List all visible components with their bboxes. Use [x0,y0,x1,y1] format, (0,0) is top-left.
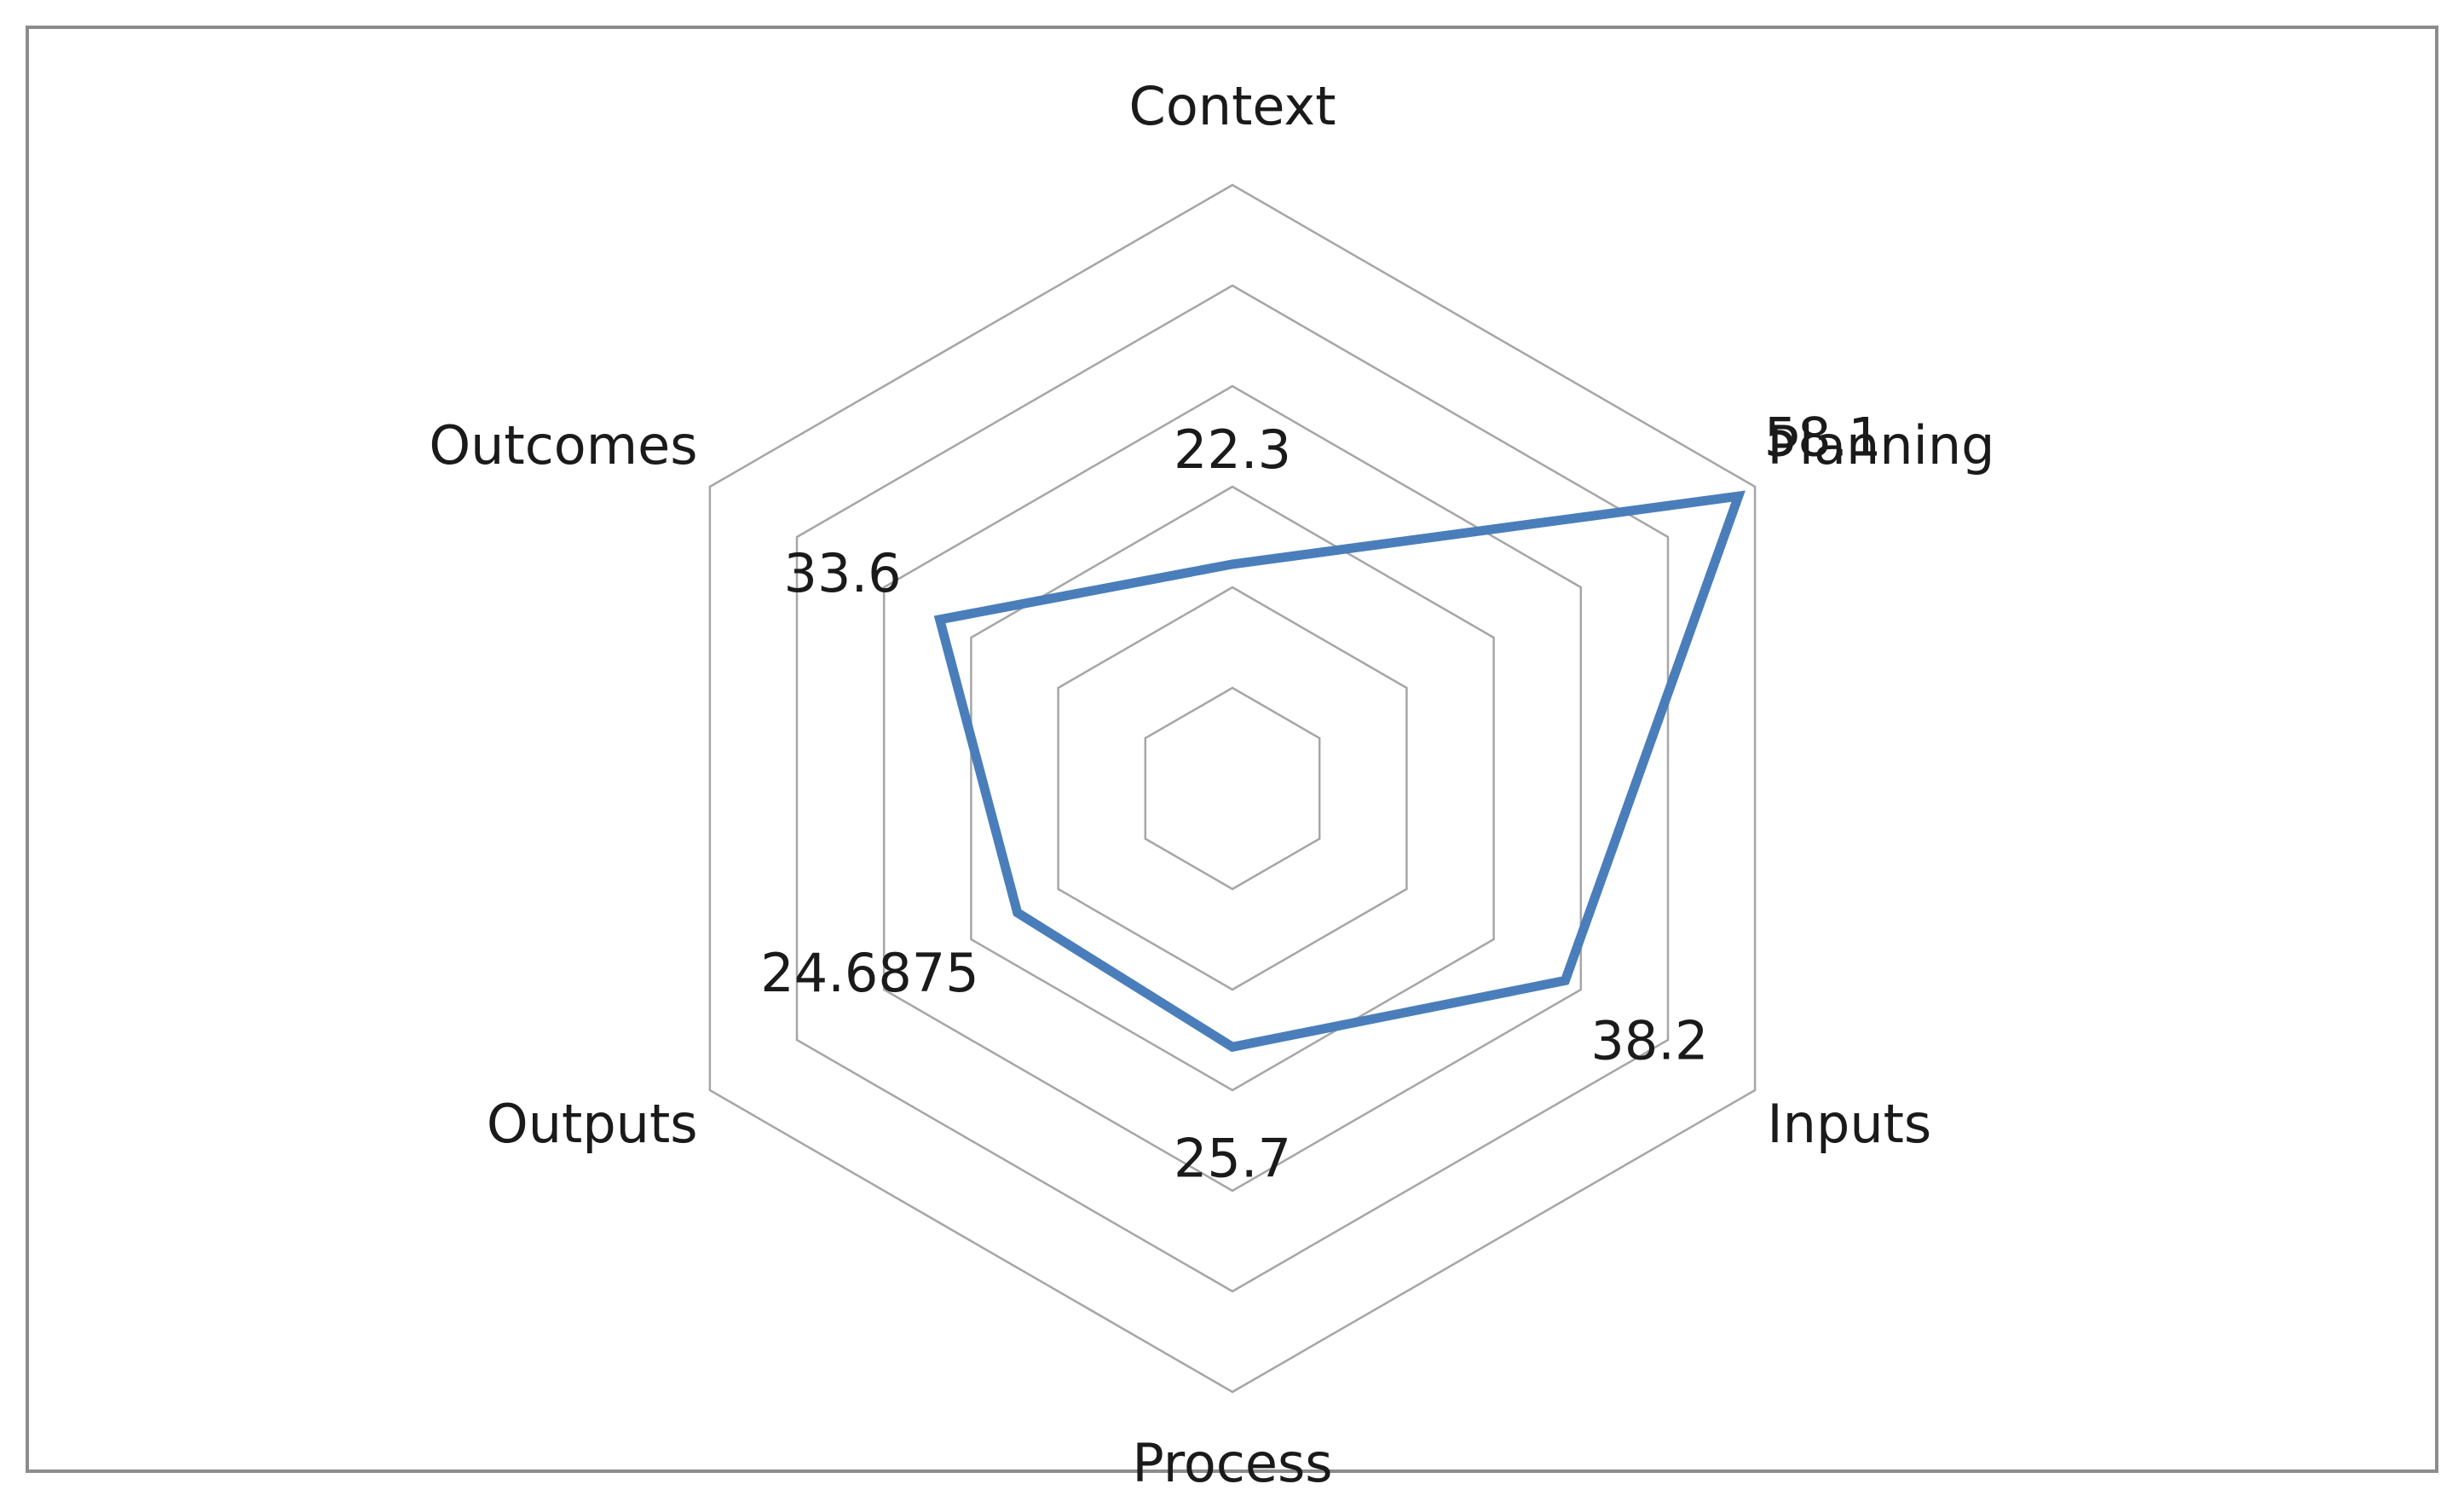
data-label-inputs: 38.2 [1590,1009,1708,1071]
series-layer [933,490,1746,1053]
data-label-planning: 58.1 [1764,406,1882,468]
grid-rings [708,183,1757,1394]
category-label-outputs: Outputs [487,1093,698,1155]
data-label-context: 22.3 [1174,419,1291,481]
category-label-context: Context [1129,75,1336,137]
grid-ring-50 [795,284,1670,1293]
category-label-process: Process [1132,1432,1332,1494]
grid-ring-40 [882,384,1583,1192]
data-label-outcomes: 33.6 [784,542,902,604]
data-labels: 22.3 58.1 38.2 25.7 24.6875 33.6 [760,406,1881,1189]
chart-frame [26,26,2438,1473]
data-label-process: 25.7 [1174,1127,1291,1189]
category-labels: Context Planning Inputs Process Outputs Outco… [429,75,1994,1494]
grid-ring-60 [708,183,1757,1394]
grid-ring-10 [1144,686,1321,891]
category-label-planning: Planning [1767,414,1994,476]
category-label-outcomes: Outcomes [429,414,697,476]
grid-ring-20 [1057,586,1408,991]
category-label-inputs: Inputs [1767,1093,1931,1155]
grid-ring-30 [970,485,1495,1092]
data-label-outputs: 24.6875 [760,942,978,1004]
series-line-0 [933,490,1746,1053]
